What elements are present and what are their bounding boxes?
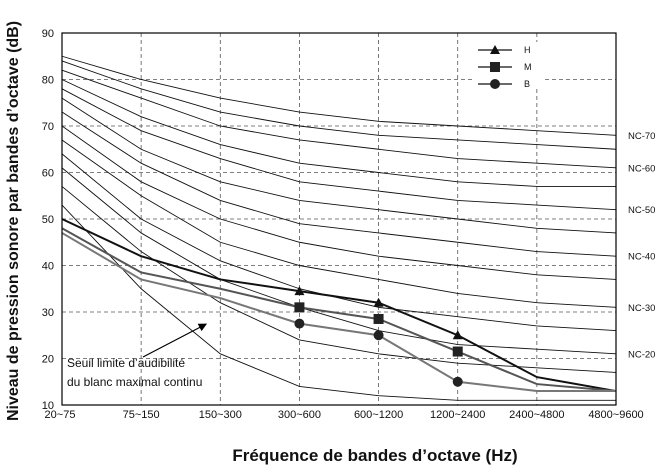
legend-marker-m — [490, 62, 500, 72]
series-m-point-3 — [294, 302, 305, 313]
x-tick-3: 300~600 — [278, 409, 321, 421]
x-axis-title: Fréquence de bandes d’octave (Hz) — [232, 446, 517, 465]
series-b-point-3 — [294, 318, 305, 329]
x-tick-2: 150~300 — [199, 409, 242, 421]
legend: HMB — [472, 42, 544, 89]
y-tick-70: 70 — [42, 121, 54, 133]
series-line-b — [61, 232, 616, 393]
nc-curve-11 — [61, 60, 617, 150]
legend-box — [472, 42, 544, 88]
annotation-text-line-2: du blanc maximal continu — [67, 375, 202, 389]
x-tick-5: 1200~2400 — [430, 409, 485, 421]
nc-label-nc-40: NC-40 — [628, 252, 655, 263]
nc-curve-9 — [61, 79, 616, 187]
x-tick-6: 2400~4800 — [509, 409, 564, 421]
y-tick-30: 30 — [42, 307, 54, 319]
series-b-point-4 — [373, 330, 384, 341]
nc-curve-2 — [61, 167, 617, 355]
series-h-point-5 — [452, 330, 463, 340]
y-tick-40: 40 — [42, 261, 54, 273]
x-tick-0: 20~75 — [45, 409, 76, 421]
x-tick-1: 75~150 — [123, 409, 160, 421]
y-tick-10: 10 — [42, 400, 54, 412]
x-tick-7: 4800~9600 — [588, 409, 643, 421]
series-line-h — [61, 218, 617, 393]
nc-curve-3 — [61, 153, 617, 332]
y-tick-20: 20 — [42, 354, 54, 366]
nc-curve-4 — [61, 139, 617, 308]
annotation-text-line-1: Seuil limite d’audibilité — [67, 356, 185, 370]
series-h-point-3 — [294, 286, 305, 296]
series-line-m — [61, 227, 617, 393]
series-b-point-5 — [452, 376, 463, 387]
y-tick-60: 60 — [42, 168, 54, 180]
plot-frame — [61, 32, 617, 406]
legend-label-b: B — [524, 79, 530, 89]
nc-curves — [61, 55, 617, 401]
nc-curve-0 — [61, 204, 616, 401]
nc-curve-10 — [61, 69, 617, 169]
series-m-point-4 — [373, 313, 384, 324]
axis-ticks: 10 20 30 40 50 60 70 80 90 20~75 75~150 150~300 300~… — [42, 28, 644, 421]
nc-curve-7 — [61, 97, 617, 234]
nc-label-nc-30: NC-30 — [628, 303, 655, 314]
y-tick-50: 50 — [42, 214, 54, 226]
legend-marker-b — [490, 79, 500, 89]
nc-curve-6 — [61, 111, 617, 257]
nc-labels: NC-20 NC-30 NC-40 NC-50 NC-60 NC-70 — [628, 131, 655, 361]
y-tick-90: 90 — [42, 28, 54, 40]
y-tick-80: 80 — [42, 75, 54, 87]
nc-label-nc-50: NC-50 — [628, 205, 655, 216]
nc-label-nc-20: NC-20 — [628, 349, 655, 360]
x-tick-4: 600~1200 — [354, 409, 403, 421]
data-series — [61, 218, 617, 393]
nc-curve-5 — [61, 125, 617, 280]
nc-curve-12 — [61, 55, 617, 136]
series-h-point-4 — [373, 297, 384, 307]
legend-label-h: H — [524, 45, 531, 55]
series-m-point-5 — [452, 346, 463, 357]
annotation-arrow — [142, 323, 208, 358]
y-axis-title: Niveau de pression sonore par bandes d’o… — [5, 21, 22, 421]
nc-curve-8 — [61, 88, 617, 211]
nc-label-nc-60: NC-60 — [628, 163, 655, 174]
threshold-annotation: Seuil limite d’audibilité du blanc maxim… — [67, 323, 208, 389]
legend-marker-h — [490, 45, 500, 54]
nc-label-nc-70: NC-70 — [628, 131, 655, 142]
legend-label-m: M — [524, 62, 532, 72]
